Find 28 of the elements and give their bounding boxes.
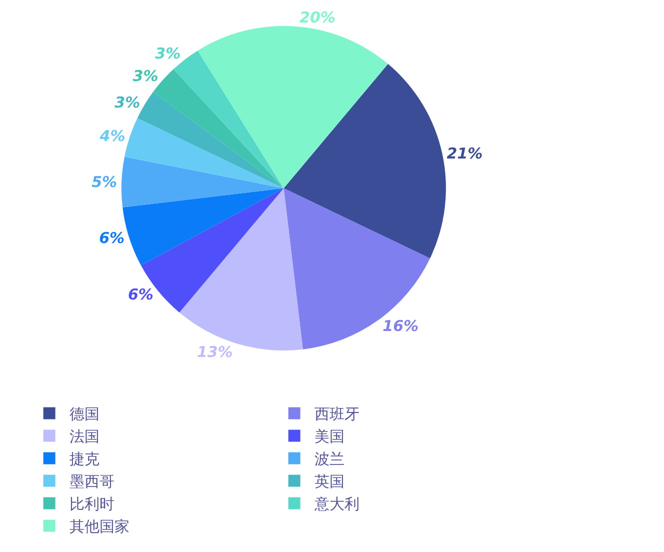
- legend-label: 比利时: [69, 495, 114, 514]
- data-label: 3%: [155, 44, 181, 63]
- legend-label: 意大利: [313, 495, 360, 514]
- legend-label: 其他国家: [69, 518, 130, 536]
- legend-label: 英国: [314, 472, 344, 491]
- data-label: 21%: [446, 144, 483, 163]
- pie-slice: [122, 156, 284, 208]
- legend-label: 法国: [69, 428, 100, 446]
- data-label: 3%: [132, 67, 158, 86]
- pie-slice: [124, 118, 284, 188]
- pie-slice: [284, 64, 446, 258]
- data-label: 6%: [99, 229, 125, 248]
- legend-label: 捷克: [69, 450, 100, 468]
- data-label: 13%: [196, 342, 233, 361]
- data-label: 3%: [114, 93, 140, 112]
- data-label: 6%: [128, 285, 154, 304]
- legend-label: 西班牙: [314, 405, 360, 424]
- legend-label: 波兰: [314, 450, 344, 468]
- legend-label: 美国: [314, 428, 344, 446]
- data-label: 20%: [300, 8, 336, 26]
- pie-slice: [284, 188, 430, 350]
- legend-label: 墨西哥: [69, 472, 114, 491]
- pie-slice: [198, 26, 388, 188]
- data-label: 5%: [92, 172, 118, 191]
- pie-slice: [122, 188, 284, 266]
- legend-label: 德国: [69, 405, 100, 424]
- data-label: 16%: [382, 317, 419, 336]
- data-label: 4%: [98, 127, 126, 146]
